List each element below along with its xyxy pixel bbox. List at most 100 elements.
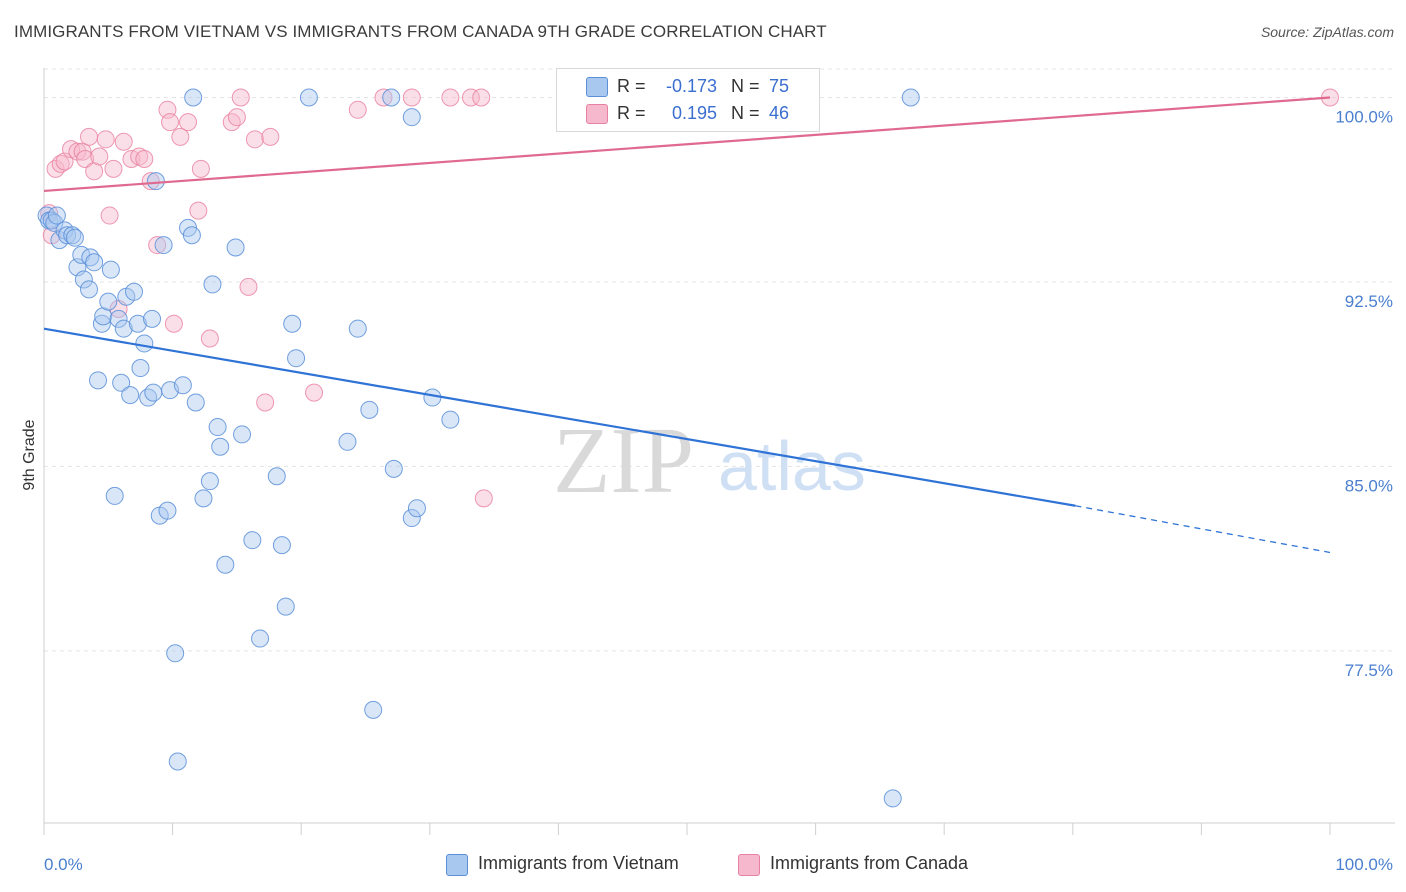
watermark-zip: ZIP (553, 409, 694, 513)
vietnam-point (173, 376, 192, 395)
vietnam-point (208, 418, 227, 437)
canada-point (141, 172, 160, 191)
canada-point (189, 201, 208, 220)
vietnam-point (182, 226, 201, 245)
vietnam-point (211, 437, 230, 456)
canada-swatch (586, 104, 608, 124)
y-axis-label: 9th Grade (21, 419, 38, 490)
canada-points (40, 88, 1339, 508)
canada-point (239, 277, 258, 296)
vietnam-point (407, 499, 426, 518)
vietnam-point (65, 228, 84, 247)
vietnam-point (146, 172, 165, 191)
vietnam-point (382, 88, 401, 107)
x-tick-marks (43, 823, 1331, 835)
vietnam-point (883, 789, 902, 808)
x-tick-label-max: 100.0% (1335, 855, 1393, 874)
canada-point (164, 314, 183, 333)
y-tick-label: 85.0% (1345, 476, 1393, 495)
vietnam-point (233, 425, 252, 444)
r-label: R = (617, 103, 646, 123)
vietnam-point (125, 282, 144, 301)
canada-point (114, 132, 133, 151)
n-value: 46 (769, 103, 790, 123)
vietnam-point (441, 410, 460, 429)
vietnam-point (143, 309, 162, 328)
canada-point (256, 393, 275, 412)
legend-label-canada: Immigrants from Canada (770, 853, 969, 873)
y-tick-label: 77.5% (1345, 661, 1393, 680)
vietnam-point (74, 270, 93, 289)
canada-point (461, 88, 480, 107)
vietnam-point (139, 388, 158, 407)
vietnam-point (272, 536, 291, 555)
vietnam-point (144, 383, 163, 402)
legend-label-vietnam: Immigrants from Vietnam (478, 853, 679, 873)
canada-point (472, 88, 491, 107)
vietnam-point (99, 292, 118, 311)
r-value: 0.195 (671, 103, 717, 123)
vietnam-point (63, 226, 82, 245)
canada-trend-line (43, 96, 1331, 193)
source-label: Source: ZipAtlas.com (1260, 24, 1394, 40)
canada-point (227, 108, 246, 127)
vietnam-point (166, 644, 185, 663)
vietnam-point (186, 393, 205, 412)
canada-point (104, 159, 123, 178)
vietnam-legend-swatch (446, 854, 468, 876)
vietnam-point (85, 253, 104, 272)
canada-point (68, 142, 87, 161)
vietnam-point (101, 260, 120, 279)
canada-point (171, 127, 190, 146)
vietnam-point (200, 472, 219, 491)
vietnam-trend-line (43, 327, 1076, 507)
vietnam-point (348, 319, 367, 338)
canada-point (348, 100, 367, 119)
vietnam-point (184, 88, 203, 107)
vietnam-point (154, 236, 173, 255)
canada-point (46, 159, 65, 178)
vietnam-point (276, 597, 295, 616)
vietnam-point (364, 700, 383, 719)
canada-point (100, 206, 119, 225)
vietnam-point (92, 314, 111, 333)
canada-point (441, 88, 460, 107)
canada-point (148, 236, 167, 255)
canada-point (96, 130, 115, 149)
vietnam-point (402, 108, 421, 127)
vietnam-point (901, 88, 920, 107)
vietnam-point (299, 88, 318, 107)
vietnam-point (384, 459, 403, 478)
vietnam-point (243, 531, 262, 550)
n-label: N = (731, 76, 760, 96)
vietnam-point (283, 314, 302, 333)
x-tick-label-min: 0.0% (44, 855, 83, 874)
canada-point (245, 130, 264, 149)
vietnam-point (360, 400, 379, 419)
stats-row-vietnam: R = -0.173 N = 75 (557, 74, 819, 100)
canada-point (402, 88, 421, 107)
stats-row-canada: R = 0.195 N = 46 (557, 101, 819, 127)
n-label: N = (731, 103, 760, 123)
vietnam-point (287, 349, 306, 368)
canada-point (161, 113, 180, 132)
vietnam-point (114, 319, 133, 338)
vietnam-point (37, 206, 56, 225)
vietnam-point (131, 359, 150, 378)
watermark: ZIP atlas (553, 409, 866, 513)
canada-point (261, 127, 280, 146)
canada-point (135, 149, 154, 168)
vietnam-point (45, 213, 64, 232)
canada-point (374, 88, 393, 107)
y-tick-label: 100.0% (1335, 108, 1393, 127)
vietnam-point (109, 309, 128, 328)
chart-title: IMMIGRANTS FROM VIETNAM VS IMMIGRANTS FR… (14, 22, 827, 41)
canada-point (179, 113, 198, 132)
vietnam-point (47, 206, 66, 225)
vietnam-trend-extension (1075, 505, 1331, 554)
vietnam-point (105, 486, 124, 505)
vietnam-point (216, 555, 235, 574)
vietnam-point (135, 334, 154, 353)
vietnam-point (251, 629, 270, 648)
